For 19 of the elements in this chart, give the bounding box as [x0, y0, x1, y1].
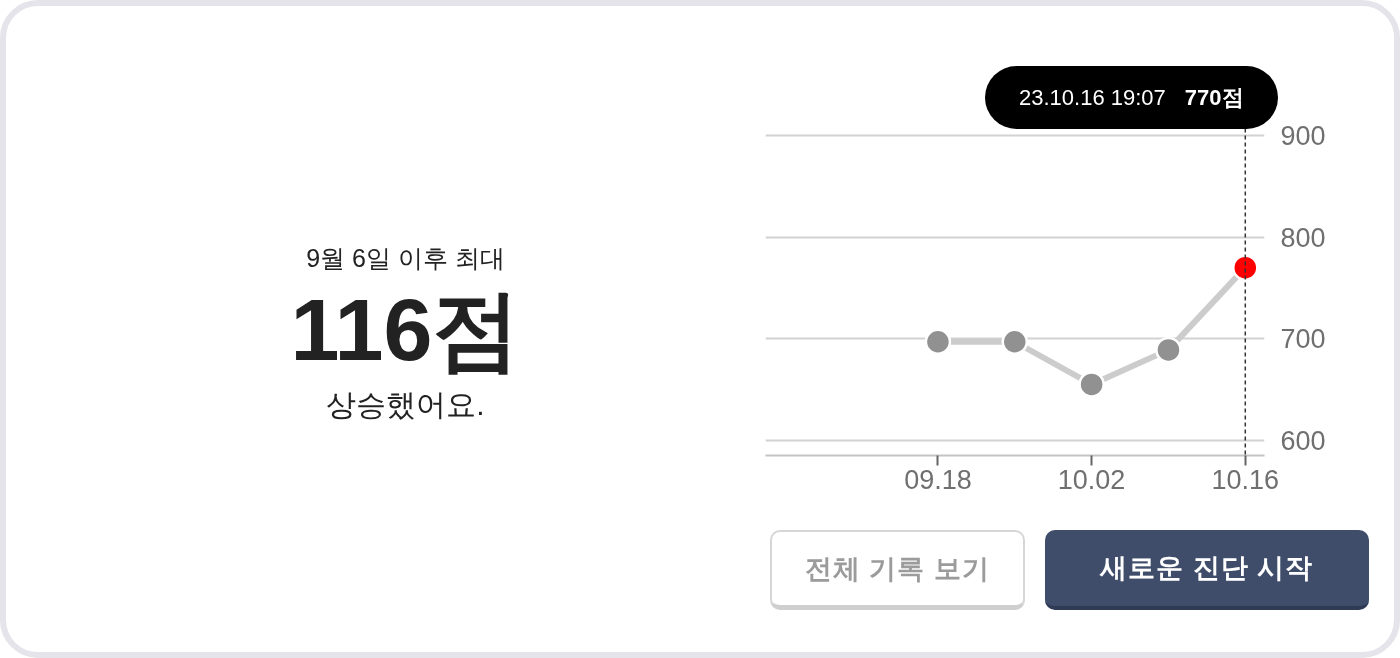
- y-tick-label: 800: [1280, 222, 1326, 253]
- y-tick-label: 900: [1280, 121, 1326, 152]
- point: [924, 328, 952, 355]
- x-tick-label: 09.18: [904, 464, 972, 495]
- point: [1078, 371, 1105, 398]
- text: 23.10.16 19:07: [1019, 83, 1166, 112]
- y-tick-label: 600: [1280, 425, 1326, 456]
- x-tick-label: 10.02: [1057, 464, 1126, 495]
- text: 새로운 진단 시작: [1045, 530, 1369, 610]
- y-tick-label: 700: [1280, 324, 1326, 355]
- point: [1155, 336, 1182, 364]
- text: 9월 6일 이후 최대: [305, 243, 506, 274]
- x-tick-label: 10.16: [1211, 464, 1280, 495]
- text: 770점: [1184, 83, 1244, 112]
- text: 116점: [289, 280, 522, 380]
- point: [1001, 328, 1029, 355]
- text: 상승했어요.: [325, 387, 486, 423]
- text: 전체 기록 보기: [770, 530, 1025, 610]
- point: [1232, 254, 1259, 281]
